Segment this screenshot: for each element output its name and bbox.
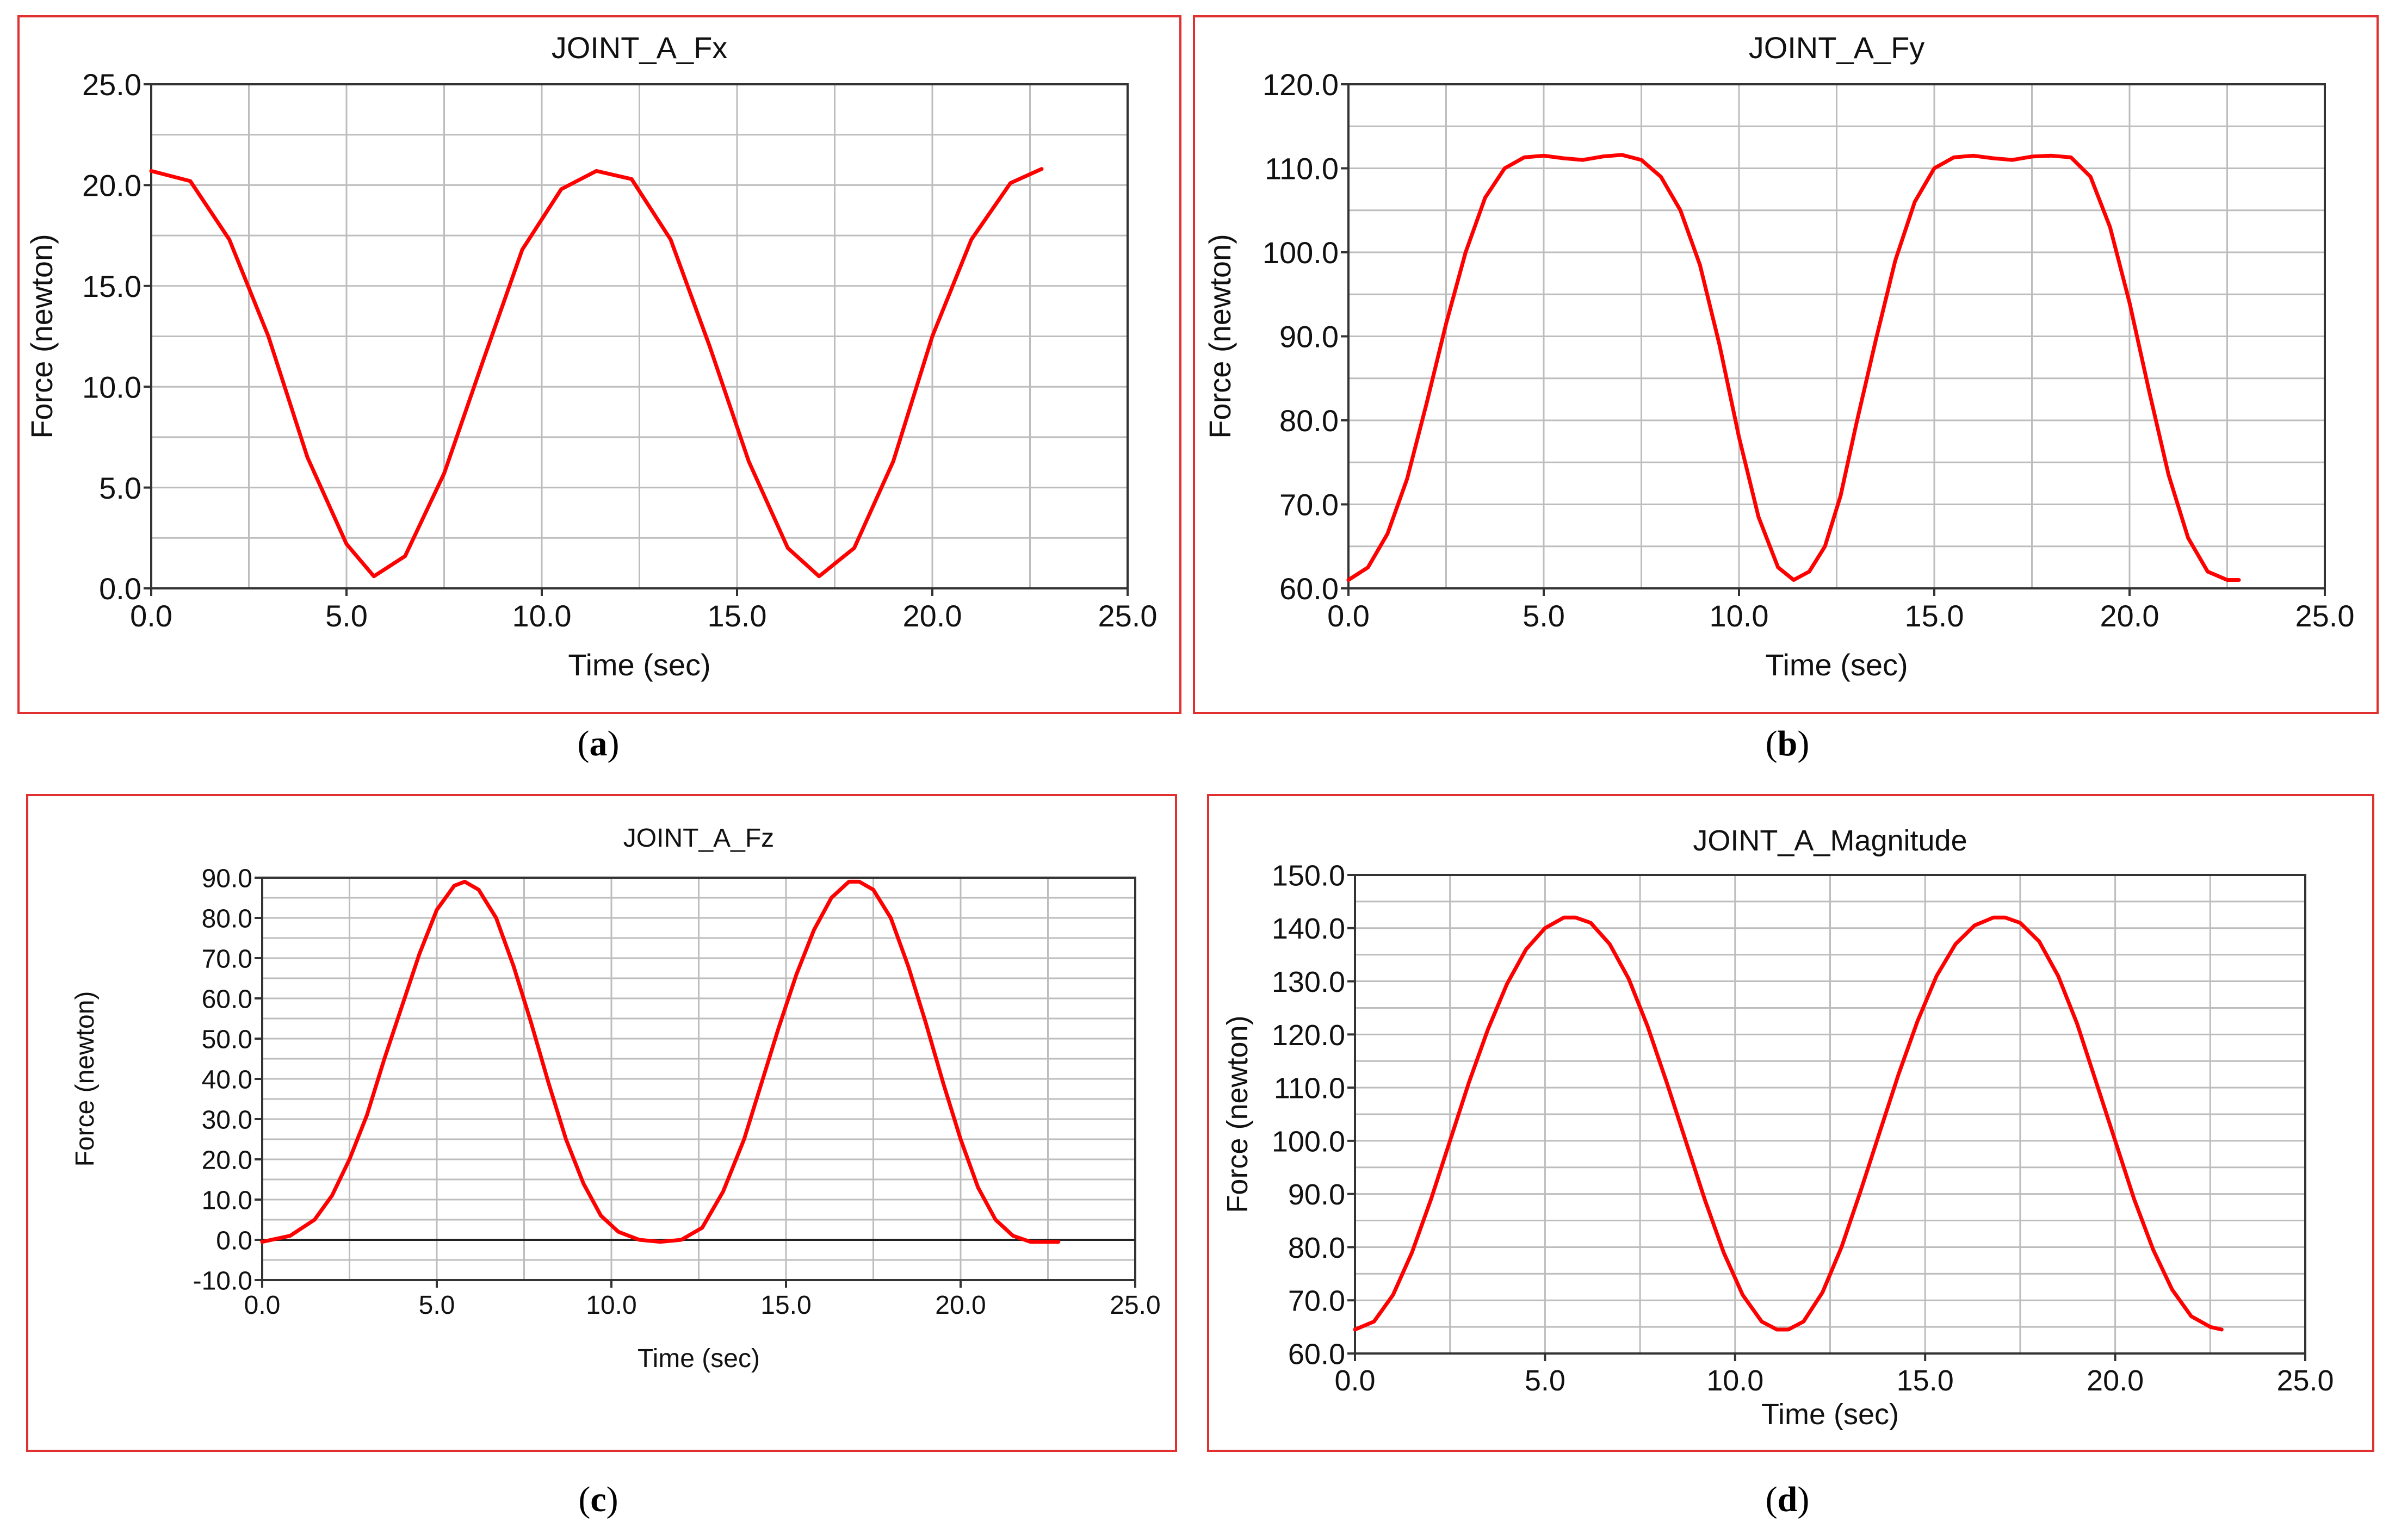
y-tick-label: 60.0 xyxy=(1288,1338,1345,1370)
y-tick-label: 60.0 xyxy=(202,985,252,1014)
series-line xyxy=(1353,915,2224,1332)
x-tick-label: 0.0 xyxy=(1327,599,1370,633)
y-tick-label: 100.0 xyxy=(1272,1125,1345,1158)
y-axis-label: Force (newton) xyxy=(71,991,100,1167)
caption-b: (b) xyxy=(1765,724,1810,763)
y-tick-label: 60.0 xyxy=(1279,572,1339,606)
y-tick-label: 150.0 xyxy=(1272,859,1345,892)
grid-minor xyxy=(261,877,1136,1281)
grid-minor xyxy=(150,83,1129,589)
x-axis-label: Time (sec) xyxy=(1765,648,1908,682)
y-tick-label: 120.0 xyxy=(1272,1019,1345,1052)
y-tick-label: 70.0 xyxy=(1279,488,1339,522)
plot-frame xyxy=(1354,874,2306,1355)
chart-title: JOINT_A_Fz xyxy=(623,824,774,853)
y-tick-label: 20.0 xyxy=(202,1146,252,1175)
x-tick-label: 25.0 xyxy=(1110,1291,1160,1320)
y-tick-label: 110.0 xyxy=(1274,1072,1345,1105)
x-tick-label: 0.0 xyxy=(130,599,172,633)
y-tick-label: 140.0 xyxy=(1272,912,1345,945)
y-tick-label: 5.0 xyxy=(99,471,141,505)
x-tick-label: 20.0 xyxy=(903,599,962,633)
x-tick-label: 25.0 xyxy=(1098,599,1158,633)
x-tick-label: 5.0 xyxy=(325,599,368,633)
y-axis-label: Force (newton) xyxy=(1221,1015,1254,1213)
x-tick-label: 20.0 xyxy=(2087,1364,2144,1397)
y-tick-label: 90.0 xyxy=(1288,1178,1345,1211)
y-tick-label: 0.0 xyxy=(99,572,141,606)
x-tick-label: 5.0 xyxy=(1525,1364,1565,1397)
x-tick-label: 5.0 xyxy=(1523,599,1565,633)
x-tick-label: 20.0 xyxy=(2100,599,2159,633)
chart-title: JOINT_A_Magnitude xyxy=(1693,824,1967,857)
y-tick-label: 80.0 xyxy=(202,904,252,933)
chart-title: JOINT_A_Fy xyxy=(1749,30,1925,65)
series-line xyxy=(1346,153,2241,582)
chart-panel-a: 0.0 5.0 10.0 15.0 20.0 25.0 0.0 5.0 10.0 15.0 20.0… xyxy=(17,15,1181,714)
chart-magnitude: 0.0 5.0 10.0 15.0 20.0 25.0 60.0 70.0 80.0 90.0 10… xyxy=(1221,824,2334,1431)
y-tick-label: 40.0 xyxy=(202,1065,252,1094)
x-tick-label: 20.0 xyxy=(935,1291,986,1320)
x-tick-label: 5.0 xyxy=(419,1291,455,1320)
y-tick-label: 70.0 xyxy=(202,945,252,973)
chart-fy: 0.0 5.0 10.0 15.0 20.0 25.0 60.0 70.0 80.0 90.0 10… xyxy=(1203,30,2355,682)
chart-fx: 0.0 5.0 10.0 15.0 20.0 25.0 0.0 5.0 10.0 15.0 20.0… xyxy=(24,30,1158,682)
chart-panel-d: 0.0 5.0 10.0 15.0 20.0 25.0 60.0 70.0 80.0 90.0 10… xyxy=(1207,794,2374,1452)
chart-panel-b: 0.0 5.0 10.0 15.0 20.0 25.0 60.0 70.0 80.0 90.0 10… xyxy=(1193,15,2379,714)
y-tick-label: 0.0 xyxy=(216,1226,252,1255)
x-tick-label: 10.0 xyxy=(1710,599,1769,633)
y-tick-label: -10.0 xyxy=(193,1266,252,1295)
x-tick-label: 0.0 xyxy=(244,1291,281,1320)
y-tick-label: 100.0 xyxy=(1263,235,1339,270)
chart-title: JOINT_A_Fx xyxy=(552,30,728,65)
x-tick-label: 25.0 xyxy=(2276,1364,2334,1397)
chart-panel-c: 0.0 5.0 10.0 15.0 20.0 25.0 -10.0 0.0 10.0 20.0 30… xyxy=(26,794,1177,1452)
x-axis-label: Time (sec) xyxy=(568,648,710,682)
x-axis-label: Time (sec) xyxy=(638,1344,760,1373)
series-line xyxy=(149,167,1044,579)
y-tick-label: 120.0 xyxy=(1263,67,1339,102)
x-tick-label: 25.0 xyxy=(2295,599,2355,633)
y-tick-label: 50.0 xyxy=(202,1025,252,1054)
y-tick-label: 90.0 xyxy=(202,864,252,893)
y-axis-label: Force (newton) xyxy=(1203,234,1237,439)
grid-minor xyxy=(1354,874,2306,1355)
y-tick-label: 20.0 xyxy=(82,169,141,203)
x-tick-label: 0.0 xyxy=(1334,1364,1375,1397)
y-tick-label: 10.0 xyxy=(82,370,141,404)
y-tick-label: 110.0 xyxy=(1265,152,1339,186)
y-tick-label: 80.0 xyxy=(1288,1232,1345,1264)
x-tick-label: 15.0 xyxy=(708,599,767,633)
x-tick-label: 10.0 xyxy=(1706,1364,1763,1397)
caption-d: (d) xyxy=(1765,1480,1810,1519)
y-tick-label: 15.0 xyxy=(82,269,141,303)
series-line xyxy=(260,879,1061,1244)
x-tick-label: 15.0 xyxy=(1905,599,1964,633)
y-tick-label: 25.0 xyxy=(82,67,141,102)
x-tick-label: 10.0 xyxy=(586,1291,636,1320)
y-tick-label: 10.0 xyxy=(202,1186,252,1215)
x-tick-label: 15.0 xyxy=(760,1291,811,1320)
caption-a: (a) xyxy=(577,724,620,763)
y-tick-label: 130.0 xyxy=(1272,966,1345,998)
y-tick-label: 90.0 xyxy=(1279,320,1339,354)
x-tick-label: 10.0 xyxy=(512,599,572,633)
y-tick-label: 70.0 xyxy=(1288,1285,1345,1318)
x-tick-label: 15.0 xyxy=(1897,1364,1954,1397)
y-axis-label: Force (newton) xyxy=(24,234,59,439)
chart-fz: 0.0 5.0 10.0 15.0 20.0 25.0-10.00.010.020.030… xyxy=(71,824,1161,1373)
y-tick-label: 80.0 xyxy=(1279,403,1339,438)
x-axis-label: Time (sec) xyxy=(1761,1398,1899,1431)
plot-frame xyxy=(150,83,1129,589)
caption-c: (c) xyxy=(578,1480,618,1519)
y-tick-label: 30.0 xyxy=(202,1106,252,1134)
